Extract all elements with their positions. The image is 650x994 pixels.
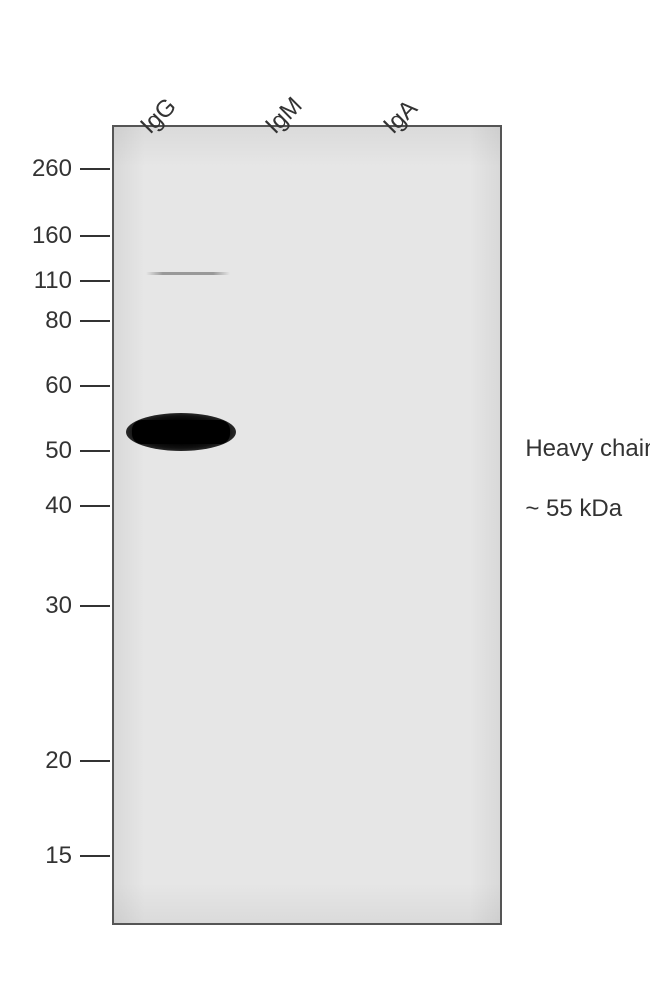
mw-tick-110: [80, 280, 110, 282]
band-heavy-chain: [132, 420, 230, 444]
heavy-chain-annotation: Heavy chain ~ 55 kDa: [512, 404, 650, 524]
mw-tick-40: [80, 505, 110, 507]
annotation-line2: ~ 55 kDa: [525, 495, 622, 522]
blot-vignette: [114, 127, 500, 923]
mw-tick-60: [80, 385, 110, 387]
mw-label-20: 20: [0, 747, 72, 775]
mw-label-80: 80: [0, 307, 72, 335]
mw-tick-80: [80, 320, 110, 322]
mw-tick-50: [80, 450, 110, 452]
mw-tick-15: [80, 855, 110, 857]
mw-tick-30: [80, 605, 110, 607]
mw-tick-260: [80, 168, 110, 170]
blot-frame: [112, 125, 502, 925]
mw-label-160: 160: [0, 222, 72, 250]
mw-label-50: 50: [0, 437, 72, 465]
mw-label-110: 110: [0, 267, 72, 295]
band-faint-110: [146, 272, 230, 275]
annotation-line1: Heavy chain: [525, 435, 650, 462]
mw-label-40: 40: [0, 492, 72, 520]
mw-tick-160: [80, 235, 110, 237]
mw-label-60: 60: [0, 372, 72, 400]
mw-label-30: 30: [0, 592, 72, 620]
mw-label-260: 260: [0, 155, 72, 183]
mw-tick-20: [80, 760, 110, 762]
mw-label-15: 15: [0, 842, 72, 870]
